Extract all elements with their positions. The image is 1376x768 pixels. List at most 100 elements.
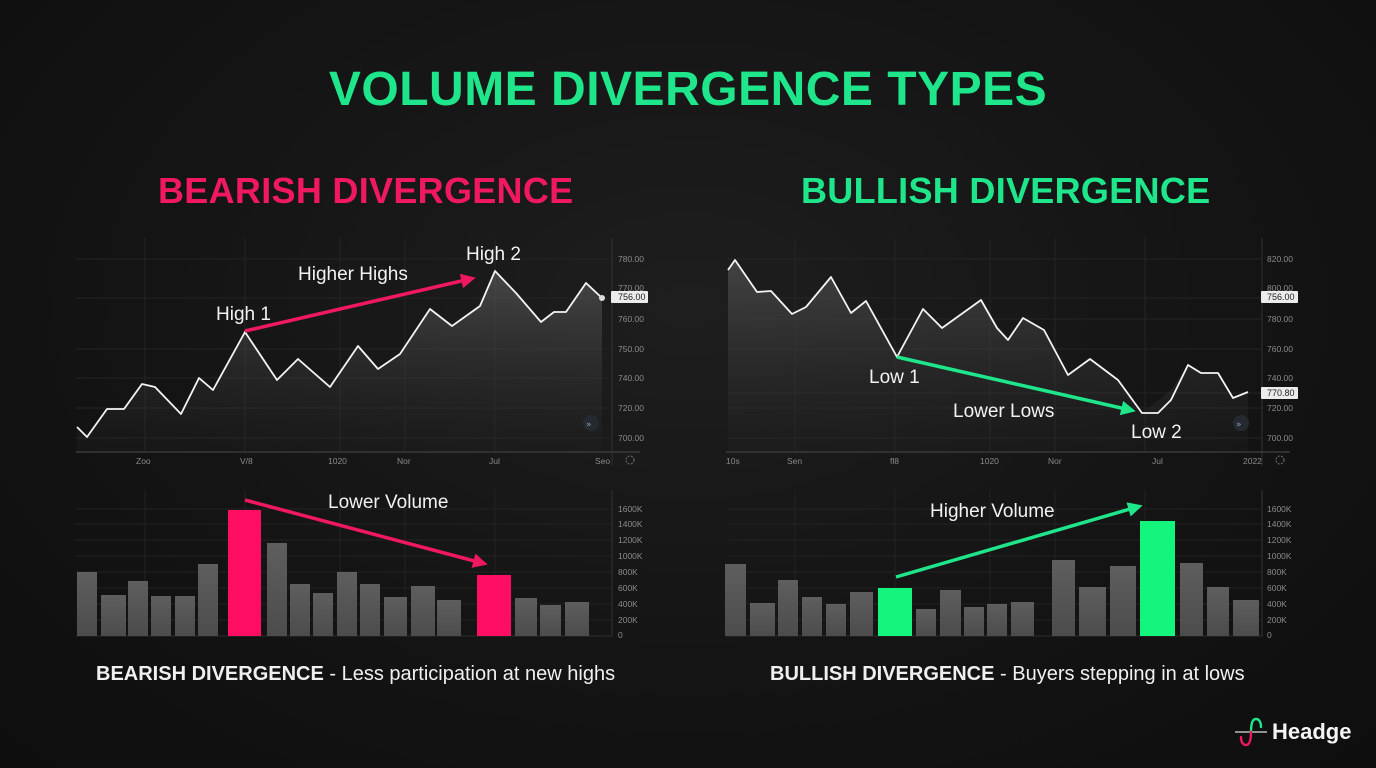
page-title: VOLUME DIVERGENCE TYPES: [328, 63, 1048, 116]
bullish-price-line: [727, 259, 1249, 414]
low-2-label: Low 2: [1131, 422, 1182, 443]
svg-text:Nor: Nor: [1048, 456, 1062, 466]
svg-text:780.00: 780.00: [1267, 314, 1293, 324]
svg-text:1000K: 1000K: [1267, 551, 1292, 561]
svg-text:Zoo: Zoo: [136, 456, 151, 466]
svg-text:1400K: 1400K: [1267, 519, 1292, 529]
bullish-current-price-marker: [1261, 387, 1298, 399]
bearish-price-axis: 780.00 770.00 760.00 750.00 740.00 720.0…: [618, 254, 644, 443]
bearish-volume-bars: [77, 510, 589, 636]
bullish-volume-axis: 1600K 1400K 1200K 1000K 800K 600K 400K 2…: [1267, 504, 1292, 640]
svg-text:800K: 800K: [1267, 567, 1287, 577]
high-1-label: High 1: [216, 304, 271, 325]
higher-volume-arrow: [895, 502, 1143, 579]
svg-text:780.00: 780.00: [618, 254, 644, 264]
svg-text:820.00: 820.00: [1267, 254, 1293, 264]
svg-text:760.00: 760.00: [618, 314, 644, 324]
svg-text:1000K: 1000K: [618, 551, 643, 561]
bearish-volume-chart: Lower Volume 1600K 1400K 1200K 1000K 800…: [76, 490, 643, 640]
svg-text:400K: 400K: [1267, 599, 1287, 609]
bullish-caption-bold: BULLISH DIVERGENCE: [770, 663, 995, 685]
svg-text:0: 0: [618, 630, 623, 640]
bearish-price-marker: [611, 291, 648, 303]
higher-volume-label: Higher Volume: [930, 501, 1055, 522]
lower-lows-arrow: [896, 355, 1136, 416]
svg-text:»: »: [586, 420, 592, 430]
svg-text:fl8: fl8: [890, 456, 899, 466]
bullish-highlight-bar-2: [1140, 521, 1175, 636]
bearish-price-line: [76, 270, 603, 438]
headge-logo-icon: [1235, 717, 1267, 747]
brand-logo: Headge: [1234, 716, 1351, 748]
svg-text:1200K: 1200K: [1267, 535, 1292, 545]
bullish-heading: BULLISH DIVERGENCE: [801, 170, 1211, 211]
higher-highs-arrow: [244, 273, 476, 333]
low-1-label: Low 1: [869, 367, 920, 388]
svg-text:770.00: 770.00: [618, 283, 644, 293]
svg-text:600K: 600K: [1267, 583, 1287, 593]
svg-text:756.00: 756.00: [618, 292, 646, 302]
svg-text:700.00: 700.00: [1267, 433, 1293, 443]
bearish-heading: BEARISH DIVERGENCE: [158, 170, 574, 211]
svg-text:Nor: Nor: [397, 456, 411, 466]
svg-text:1020: 1020: [980, 456, 999, 466]
svg-text:1600K: 1600K: [618, 504, 643, 514]
bullish-price-marker: [1261, 291, 1298, 303]
svg-text:1600K: 1600K: [1267, 504, 1292, 514]
bearish-caption: BEARISH DIVERGENCE - Less participation …: [96, 663, 615, 686]
scroll-forward-icon[interactable]: »: [583, 415, 599, 431]
svg-text:0: 0: [1267, 630, 1272, 640]
bearish-time-axis: Zoo V/8 1020 Nor Jul Seo: [136, 456, 610, 466]
svg-text:Jul: Jul: [489, 456, 500, 466]
svg-text:800K: 800K: [618, 567, 638, 577]
bullish-caption: BULLISH DIVERGENCE - Buyers stepping in …: [770, 663, 1245, 686]
bearish-highlight-bar-2: [477, 575, 511, 636]
svg-text:1200K: 1200K: [618, 535, 643, 545]
svg-text:600K: 600K: [618, 583, 638, 593]
svg-text:200K: 200K: [618, 615, 638, 625]
svg-text:Seo: Seo: [595, 456, 610, 466]
bearish-volume-axis: 1600K 1400K 1200K 1000K 800K 600K 400K 2…: [618, 504, 643, 640]
svg-text:1400K: 1400K: [618, 519, 643, 529]
svg-text:1020: 1020: [328, 456, 347, 466]
bearish-highlight-bar-1: [228, 510, 261, 636]
settings-icon[interactable]: [1275, 455, 1285, 465]
svg-text:400K: 400K: [618, 599, 638, 609]
svg-text:770.80: 770.80: [1267, 388, 1295, 398]
svg-text:700.00: 700.00: [618, 433, 644, 443]
svg-text:740.00: 740.00: [1267, 373, 1293, 383]
svg-text:10s: 10s: [726, 456, 740, 466]
svg-text:200K: 200K: [1267, 615, 1287, 625]
scroll-forward-icon[interactable]: »: [1233, 415, 1249, 431]
svg-text:V/8: V/8: [240, 456, 253, 466]
bearish-caption-bold: BEARISH DIVERGENCE: [96, 663, 324, 685]
bullish-volume-bars: [725, 521, 1259, 636]
svg-text:760.00: 760.00: [1267, 344, 1293, 354]
settings-icon[interactable]: [625, 455, 635, 465]
bullish-price-axis: 820.00 800.00 780.00 760.00 740.00 720.0…: [1267, 254, 1293, 443]
lower-volume-arrow: [244, 498, 488, 568]
higher-highs-label: Higher Highs: [298, 264, 408, 285]
bullish-time-axis: 10s Sen fl8 1020 Nor Jul 2022: [726, 456, 1262, 466]
svg-text:720.00: 720.00: [1267, 403, 1293, 413]
svg-text:756.00: 756.00: [1267, 292, 1295, 302]
brand-name: Headge: [1272, 719, 1352, 744]
svg-text:2022: 2022: [1243, 456, 1262, 466]
bearish-price-chart: High 1 High 2 Higher Highs 780.00 770.00…: [76, 238, 648, 466]
svg-text:»: »: [1236, 420, 1242, 430]
svg-text:740.00: 740.00: [618, 373, 644, 383]
lower-lows-label: Lower Lows: [953, 401, 1054, 422]
bullish-caption-text: - Buyers stepping in at lows: [994, 663, 1245, 685]
bullish-highlight-bar-1: [878, 588, 912, 636]
high-2-label: High 2: [466, 244, 521, 265]
svg-text:Jul: Jul: [1152, 456, 1163, 466]
lower-volume-label: Lower Volume: [328, 492, 448, 513]
bullish-price-chart: Low 1 Low 2 Lower Lows 820.00 800.00 780…: [726, 238, 1298, 466]
svg-text:750.00: 750.00: [618, 344, 644, 354]
svg-text:720.00: 720.00: [618, 403, 644, 413]
bearish-caption-text: - Less participation at new highs: [323, 663, 616, 685]
svg-text:800.00: 800.00: [1267, 283, 1293, 293]
bullish-volume-chart: Higher Volume 1600K 1400K 1200K 1000K 80…: [725, 490, 1292, 640]
svg-text:Sen: Sen: [787, 456, 802, 466]
